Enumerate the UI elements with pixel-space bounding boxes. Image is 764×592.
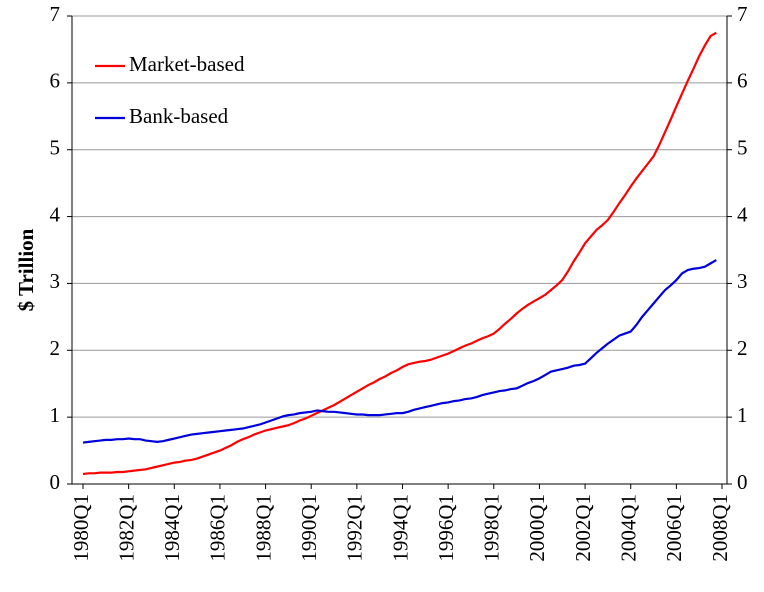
y2-tick-label: 3 — [737, 269, 748, 293]
x-tick-label: 1988Q1 — [251, 494, 275, 562]
y2-tick-label: 6 — [737, 69, 748, 93]
legend-label: Market-based — [129, 52, 245, 76]
series-line — [82, 259, 717, 444]
x-tick-label: 1984Q1 — [160, 494, 184, 562]
y-tick-label: 7 — [50, 2, 61, 26]
y2-tick-label: 7 — [737, 2, 748, 26]
x-tick-label: 1996Q1 — [434, 494, 458, 562]
x-tick-label: 2004Q1 — [617, 494, 641, 562]
x-tick-label: 1982Q1 — [114, 494, 138, 562]
y-tick-label: 3 — [50, 269, 61, 293]
x-tick-label: 1992Q1 — [343, 494, 367, 562]
y2-tick-label: 4 — [737, 202, 748, 226]
series-line — [82, 31, 717, 476]
y-tick-label: 6 — [50, 69, 61, 93]
x-tick-label: 2008Q1 — [708, 494, 732, 562]
y2-tick-label: 1 — [737, 403, 748, 427]
y2-tick-label: 0 — [737, 470, 748, 494]
x-tick-label: 1994Q1 — [388, 494, 412, 562]
x-tick-label: 1980Q1 — [69, 494, 93, 562]
x-tick-label: 1986Q1 — [206, 494, 230, 562]
x-tick-label: 2000Q1 — [525, 494, 549, 562]
x-tick-label: 1990Q1 — [297, 494, 321, 562]
legend-label: Bank-based — [129, 104, 229, 128]
x-tick-label: 2002Q1 — [571, 494, 595, 562]
y-tick-label: 2 — [50, 336, 61, 360]
y-tick-label: 0 — [50, 470, 61, 494]
y-tick-label: 5 — [50, 136, 61, 160]
y-tick-label: 1 — [50, 403, 61, 427]
x-tick-label: 1998Q1 — [480, 494, 504, 562]
y2-tick-label: 5 — [737, 136, 748, 160]
y-axis-label: $ Trillion — [14, 228, 38, 311]
y2-tick-label: 2 — [737, 336, 748, 360]
x-tick-label: 2006Q1 — [662, 494, 686, 562]
y-tick-label: 4 — [50, 202, 61, 226]
